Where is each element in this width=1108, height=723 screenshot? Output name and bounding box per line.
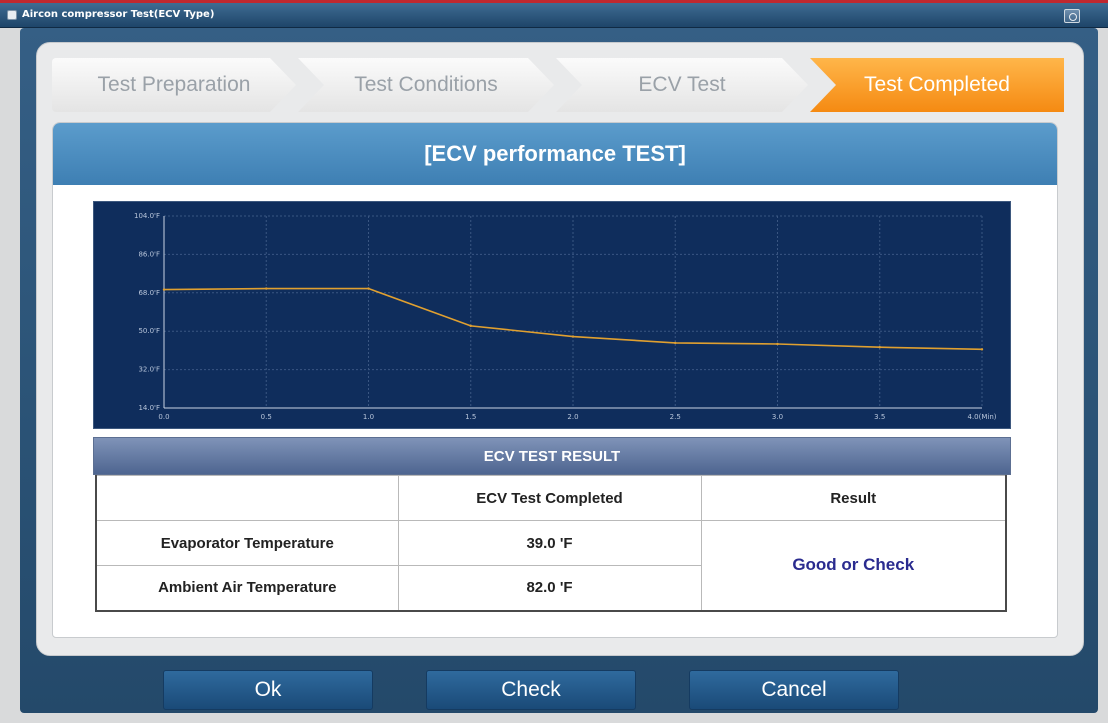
y-tick-label: 50.0'F	[138, 327, 160, 335]
data-point	[162, 288, 166, 291]
check-button[interactable]: Check	[426, 670, 636, 710]
result-verdict: Good or Check	[700, 520, 1007, 611]
data-point	[980, 348, 984, 351]
header-cell-blank	[95, 475, 399, 521]
table-row: Ambient Air Temperature 82.0 'F	[95, 565, 1006, 611]
result-table: ECV Test Completed Result Evaporator Tem…	[95, 475, 1007, 612]
result-section: ECV TEST RESULT ECV Test Completed Resul…	[93, 437, 1011, 617]
x-tick-label: 0.5	[261, 413, 272, 421]
data-point	[469, 324, 472, 328]
row-value-evaporator: 39.0 'F	[397, 520, 702, 566]
y-tick-label: 68.0'F	[138, 289, 160, 297]
header-cell-result: Result	[700, 475, 1007, 521]
x-tick-label: 3.0	[772, 413, 783, 421]
table-header-row: ECV Test Completed Result	[95, 475, 1007, 521]
step-progress: Test Preparation Test Conditions ECV Tes…	[52, 58, 1064, 112]
x-tick-label: 2.5	[670, 413, 681, 421]
data-point	[878, 346, 881, 349]
panel-title: [ECV performance TEST]	[53, 123, 1057, 185]
table-row: Evaporator Temperature 39.0 'F Good or C…	[95, 520, 1007, 611]
x-tick-label: 1.0	[363, 413, 374, 421]
x-tick-label: 4.0(Min)	[967, 413, 996, 421]
data-point	[265, 287, 268, 290]
y-tick-label: 14.0'F	[138, 404, 160, 412]
x-tick-label: 2.0	[567, 413, 578, 421]
y-tick-label: 104.0'F	[134, 212, 160, 220]
window-top-edge	[0, 0, 1108, 3]
step-ecv-test: ECV Test	[556, 58, 808, 112]
step-test-conditions: Test Conditions	[298, 58, 554, 112]
title-bar: Aircon compressor Test(ECV Type)	[0, 3, 1108, 28]
app-icon	[7, 10, 17, 20]
x-tick-label: 0.0	[158, 413, 169, 421]
x-tick-label: 3.5	[874, 413, 885, 421]
ok-button[interactable]: Ok	[163, 670, 373, 710]
data-point	[367, 287, 370, 290]
window-control-icon[interactable]	[1064, 9, 1080, 23]
data-point	[674, 341, 677, 345]
y-tick-label: 32.0'F	[138, 366, 160, 374]
row-label-ambient: Ambient Air Temperature	[95, 565, 399, 611]
row-value-ambient: 82.0 'F	[397, 565, 702, 611]
row-label-evaporator: Evaporator Temperature	[95, 520, 399, 566]
result-title: ECV TEST RESULT	[93, 437, 1011, 475]
window-title: Aircon compressor Test(ECV Type)	[22, 9, 215, 20]
step-test-preparation: Test Preparation	[52, 58, 296, 112]
step-test-completed: Test Completed	[810, 58, 1064, 112]
x-tick-label: 1.5	[465, 413, 476, 421]
header-cell-completed: ECV Test Completed	[397, 475, 702, 521]
cancel-button[interactable]: Cancel	[689, 670, 899, 710]
data-point	[571, 335, 575, 338]
y-tick-label: 86.0'F	[138, 250, 160, 258]
ecv-chart: 104.0'F 86.0'F 68.0'F 50.0'F 32.0'F 14.0'F 0.0…	[93, 201, 1011, 429]
data-point	[776, 342, 779, 346]
chart-svg: 104.0'F 86.0'F 68.0'F 50.0'F 32.0'F 14.0'F0.0…	[134, 212, 997, 421]
content-box: [ECV performance TEST] 104.0'F 86.0'F 68.0…	[52, 122, 1058, 638]
